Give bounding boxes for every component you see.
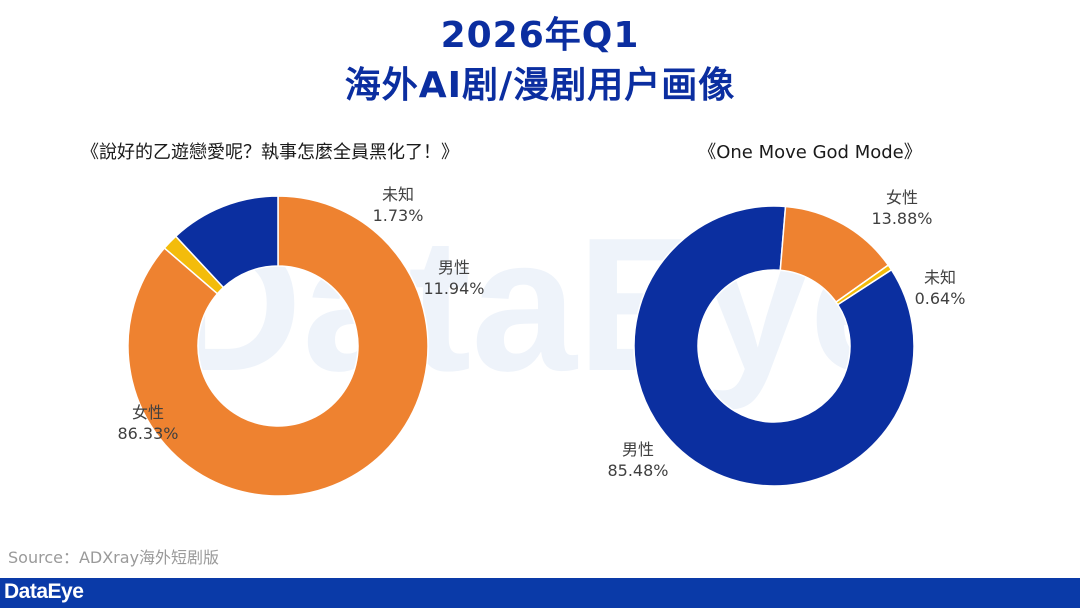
slice-0-0 [127,195,429,497]
slice-1-2 [834,264,893,306]
page-title-line2: 海外AI剧/漫剧用户画像 [344,65,736,106]
page-title-line1: 2026年Q1 [440,15,640,56]
slice-value-0-0: 86.33% [117,424,178,443]
slice-value-1-0: 85.48% [607,461,668,480]
slice-label-1-1: 女性 [886,188,918,207]
slice-label-1-0: 男性 [622,440,654,459]
chart-title-left: 《說好的乙遊戀愛呢？執事怎麼全員黑化了！》 [81,142,459,163]
slice-0-2 [174,195,279,289]
footer-bar: DataEye [0,578,1080,608]
source-note: Source：ADXray海外短剧版 [8,548,220,567]
footer-logo: DataEye [4,580,84,603]
slice-1-0 [633,205,915,487]
slice-value-1-2: 0.64% [915,289,966,308]
slice-label-0-2: 男性 [438,258,470,277]
slice-value-0-1: 1.73% [373,206,424,225]
slice-value-0-2: 11.94% [423,279,484,298]
chart-title-right: 《One Move God Mode》 [698,142,922,163]
slice-label-1-2: 未知 [924,268,956,287]
slice-value-1-1: 13.88% [871,209,932,228]
slice-label-0-1: 未知 [382,185,414,204]
slice-label-0-0: 女性 [132,403,164,422]
